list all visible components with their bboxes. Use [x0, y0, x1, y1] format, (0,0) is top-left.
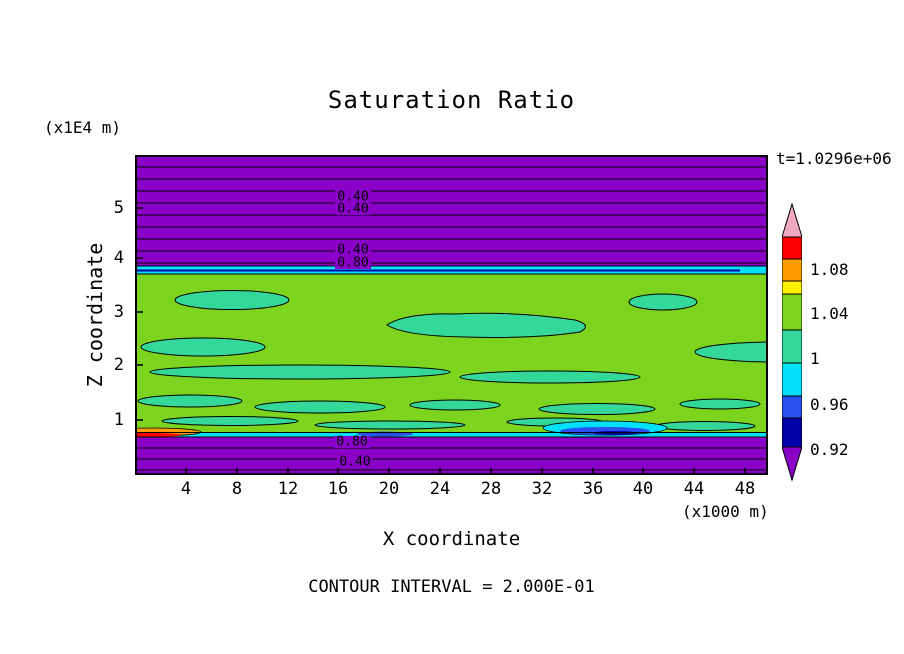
x-axis-title: X coordinate [382, 528, 521, 550]
contour-patch [538, 403, 656, 415]
contour-label: 0.80 [336, 435, 367, 450]
y-tick-label: 5 [113, 198, 124, 218]
x-tick-label: 28 [480, 479, 502, 499]
x-tick-label: 20 [378, 479, 400, 499]
contour-patch [314, 420, 466, 430]
y-tick-label: 4 [113, 248, 124, 268]
contour-label: 0.40 [337, 190, 368, 205]
x-tick-label: 8 [231, 479, 243, 499]
x-axis-units-label: (x1000 m) [682, 502, 769, 521]
time-annotation: t=1.0296e+06 [776, 149, 892, 168]
y-tick-label: 2 [113, 355, 124, 375]
y-tick-label: 3 [113, 302, 124, 322]
y-axis-units-label: (x1E4 m) [44, 118, 122, 137]
contour-patch [654, 421, 756, 431]
colorbar [782, 203, 802, 482]
contour-patch [174, 290, 290, 310]
colorbar-segment-cyan [782, 362, 802, 397]
contour-plot: 0.40 0.40 0.40 0.80 0.80 0.40 [135, 155, 768, 475]
contour-patch [459, 370, 641, 384]
colorbar-tick-label: 0.92 [810, 440, 849, 459]
layer-boundary-lines [135, 265, 768, 438]
contour-patch [140, 337, 266, 357]
cloud-top-navy-line [135, 269, 740, 272]
colorbar-arrow-bottom [782, 446, 802, 482]
upper-contour-lines [135, 166, 768, 264]
x-tick-label: 32 [531, 479, 553, 499]
contour-patch [161, 416, 299, 426]
colorbar-tick-label: 1 [810, 349, 820, 368]
contour-label: 0.80 [337, 256, 368, 271]
colorbar-segment-blue [782, 395, 802, 419]
x-tick-label: 48 [734, 479, 756, 499]
contour-label-backgrounds [334, 190, 373, 468]
x-tick-label: 16 [327, 479, 349, 499]
x-tick-label: 36 [582, 479, 604, 499]
contour-patch [149, 364, 451, 380]
colorbar-tick-label: 1.04 [810, 304, 849, 323]
x-tick-label: 40 [632, 479, 654, 499]
x-tick-label: 24 [429, 479, 451, 499]
contour-label: 0.40 [337, 243, 368, 258]
colorbar-segments [782, 236, 802, 448]
colorbar-segment-orange [782, 258, 802, 282]
contour-patch [137, 394, 243, 408]
colorbar-tick-label: 0.96 [810, 395, 849, 414]
near-surface-cyan-band [135, 432, 768, 437]
contour-label: 0.40 [337, 202, 368, 217]
colorbar-segment-yellowgreen [782, 293, 802, 331]
contour-patch [386, 312, 586, 338]
contour-label-texts: 0.40 0.40 0.40 0.80 0.80 0.40 [336, 190, 370, 470]
x-tick-label: 44 [683, 479, 705, 499]
colorbar-arrow-top [782, 203, 802, 238]
colorbar-segment-red [782, 236, 802, 260]
x-tick-label: 12 [277, 479, 299, 499]
contour-patch [679, 398, 761, 410]
colorbar-segment-yellow [782, 280, 802, 295]
contour-patch [409, 399, 501, 411]
red-streak [135, 432, 181, 438]
spring-green-patches [137, 290, 768, 431]
contour-interval-note: CONTOUR INTERVAL = 2.000E-01 [308, 577, 595, 597]
colorbar-segment-navy [782, 417, 802, 448]
y-axis-tick-marks [136, 207, 143, 421]
colorbar-segment-springgreen [782, 329, 802, 364]
lower-contour-lines [135, 447, 768, 471]
x-tick-label: 4 [180, 479, 192, 499]
contour-patch [254, 400, 386, 414]
chart-title: Saturation Ratio [327, 86, 576, 114]
contour-patch [694, 341, 768, 363]
plot-border [135, 155, 768, 475]
contour-label: 0.40 [339, 455, 370, 470]
y-tick-label: 1 [113, 410, 124, 430]
colorbar-tick-label: 1.08 [810, 260, 849, 279]
contour-patch [628, 293, 698, 311]
